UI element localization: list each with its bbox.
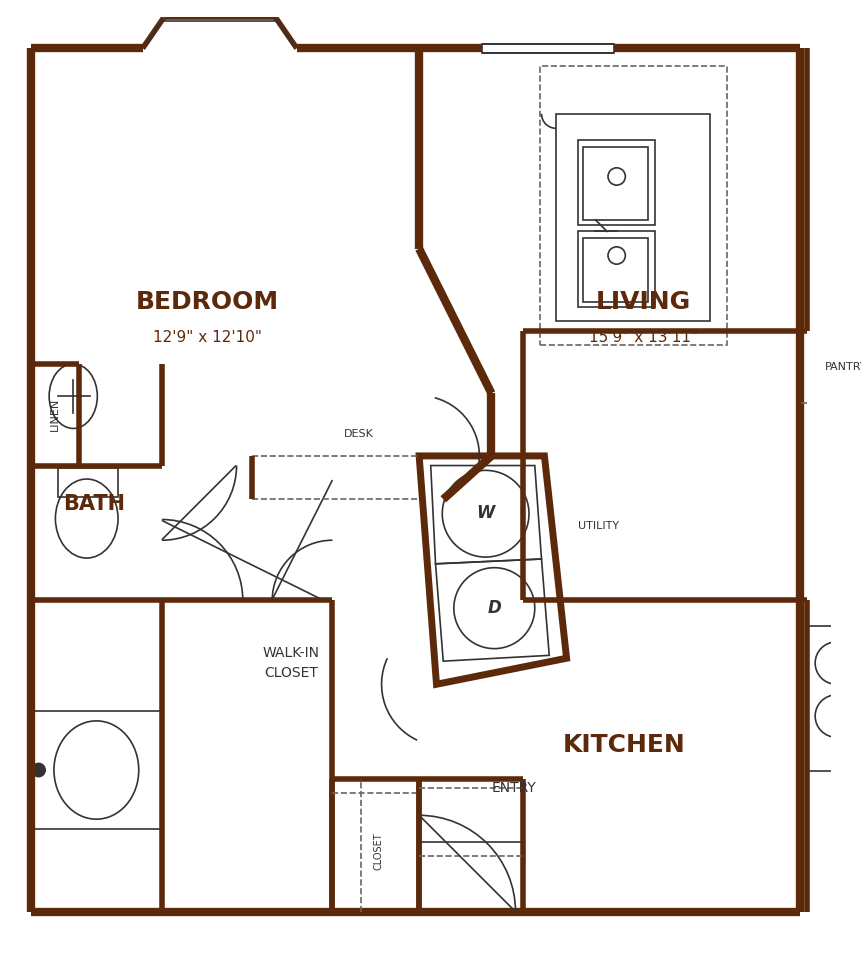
Text: W: W	[476, 504, 494, 522]
Bar	[58, 468, 117, 497]
Bar	[539, 65, 727, 345]
Bar	[578, 231, 654, 306]
Text: D: D	[486, 599, 500, 617]
Text: BATH: BATH	[64, 494, 126, 515]
Text: ENTRY: ENTRY	[491, 781, 536, 795]
Bar	[418, 842, 523, 912]
Text: 12'9" x 12'10": 12'9" x 12'10"	[152, 330, 262, 345]
Text: LIVING: LIVING	[595, 290, 691, 314]
Text: DESK: DESK	[343, 429, 373, 439]
Text: WALK-IN
CLOSET: WALK-IN CLOSET	[263, 646, 319, 680]
Bar	[31, 711, 161, 828]
Text: LINEN: LINEN	[50, 397, 60, 431]
Bar	[582, 238, 647, 301]
Text: CLOSET: CLOSET	[374, 832, 383, 870]
Text: KITCHEN: KITCHEN	[562, 733, 685, 757]
Bar	[807, 627, 861, 771]
Text: UTILITY: UTILITY	[578, 521, 618, 531]
Bar	[578, 140, 654, 225]
Text: PANTRY: PANTRY	[824, 362, 861, 372]
Circle shape	[32, 763, 46, 777]
Text: BEDROOM: BEDROOM	[135, 290, 278, 314]
Bar	[582, 147, 647, 220]
Text: 15'9" x 13'11": 15'9" x 13'11"	[588, 330, 697, 345]
Bar	[555, 114, 709, 321]
Bar	[481, 43, 613, 53]
